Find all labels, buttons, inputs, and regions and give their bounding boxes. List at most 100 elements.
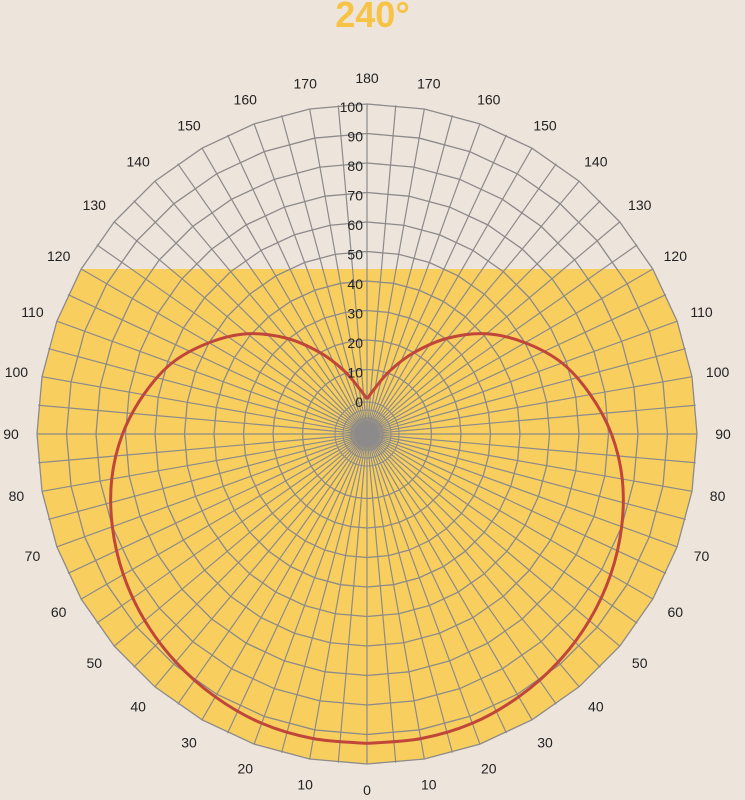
label-layer: 0 101020203030404050506060707080809090100… — [3, 70, 731, 798]
angle-label-left-40: 40 — [130, 699, 146, 715]
angle-label-right-130: 130 — [628, 197, 652, 213]
grid-spoke-l-175 — [337, 105, 368, 431]
grid-spoke-r-75 — [370, 434, 686, 520]
chart-title: 240° — [335, 0, 410, 35]
grid-spoke-l-160 — [253, 123, 367, 431]
angle-label-right-120: 120 — [664, 248, 688, 264]
angle-label-right-110: 110 — [690, 304, 713, 320]
grid-spoke-l-105 — [48, 348, 364, 434]
grid-spoke-l-75 — [48, 434, 364, 520]
angle-label-right-180: 180 — [355, 70, 379, 86]
grid-spoke-r-120 — [370, 268, 654, 433]
grid-spoke-r-45 — [369, 436, 601, 668]
grid-spoke-l-85 — [38, 433, 364, 464]
angle-label-right-20: 20 — [481, 761, 497, 777]
grid-spoke-l-135 — [133, 200, 365, 432]
grid-spoke-r-175 — [366, 105, 397, 431]
angle-label-left-90: 90 — [3, 426, 19, 442]
center-hub — [362, 429, 372, 439]
radial-label-60: 60 — [347, 217, 363, 233]
grid-spoke-r-115 — [370, 293, 667, 433]
grid-spoke-l-5 — [337, 437, 368, 763]
angle-label-right-140: 140 — [584, 153, 608, 169]
grid-spoke-r-70 — [370, 434, 678, 548]
angle-label-right-160: 160 — [477, 91, 501, 107]
series-layer — [109, 332, 625, 745]
grid-spoke-r-150 — [368, 147, 533, 431]
radial-label-0: 0 — [355, 394, 363, 410]
grid-spoke-l-30 — [201, 437, 366, 721]
grid-spoke-r-25 — [368, 437, 508, 734]
angle-label-left-160: 160 — [234, 91, 258, 107]
radial-label-20: 20 — [347, 335, 363, 351]
grid-spoke-r-60 — [370, 435, 654, 600]
angle-label-left-120: 120 — [47, 248, 71, 264]
angle-label-left-150: 150 — [177, 118, 201, 134]
grid-spoke-l-130 — [113, 221, 365, 432]
angle-label-left-110: 110 — [21, 304, 44, 320]
grid-spoke-r-135 — [369, 200, 601, 432]
radial-label-80: 80 — [347, 158, 363, 174]
grid-spoke-l-100 — [41, 376, 364, 434]
radial-label-90: 90 — [347, 129, 363, 145]
radial-label-10: 10 — [347, 365, 363, 381]
grid-spoke-r-35 — [368, 436, 557, 705]
grid-spoke-r-85 — [370, 433, 696, 464]
grid-spoke-r-170 — [367, 108, 425, 431]
angle-label-right-50: 50 — [632, 655, 648, 671]
angle-label-left-20: 20 — [237, 761, 253, 777]
grid-spoke-r-140 — [369, 180, 580, 432]
angle-label-left-140: 140 — [126, 153, 150, 169]
angle-label-right-10: 10 — [421, 777, 437, 793]
angle-label-right-100: 100 — [706, 364, 730, 380]
grid-spoke-r-105 — [370, 348, 686, 434]
grid-layer — [36, 103, 698, 765]
grid-spoke-l-20 — [253, 437, 367, 745]
angle-label-right-80: 80 — [710, 488, 726, 504]
grid-spoke-l-150 — [201, 147, 366, 431]
grid-spoke-r-40 — [369, 436, 580, 688]
angle-label-right-170: 170 — [417, 75, 441, 91]
grid-spoke-r-160 — [367, 123, 481, 431]
grid-spoke-l-170 — [309, 108, 367, 431]
angle-label-left-60: 60 — [51, 604, 67, 620]
radial-label-30: 30 — [347, 306, 363, 322]
grid-spoke-l-140 — [154, 180, 365, 432]
series-0-curve-left — [109, 332, 369, 745]
radial-label-70: 70 — [347, 188, 363, 204]
angle-label-right-0: 0 — [363, 782, 371, 798]
series-0-curve-right — [365, 332, 625, 745]
angle-label-left-10: 10 — [297, 777, 313, 793]
grid-spoke-l-50 — [113, 436, 365, 647]
grid-spoke-r-145 — [368, 163, 557, 432]
grid-spoke-r-80 — [370, 434, 693, 492]
grid-spoke-l-10 — [309, 437, 367, 760]
grid-spoke-l-55 — [96, 435, 365, 624]
grid-spoke-l-40 — [154, 436, 365, 688]
grid-spoke-l-145 — [177, 163, 366, 432]
grid-spoke-l-120 — [80, 268, 364, 433]
grid-spoke-r-100 — [370, 376, 693, 434]
grid-spoke-l-45 — [133, 436, 365, 668]
grid-spoke-r-110 — [370, 320, 678, 434]
angle-label-right-40: 40 — [588, 699, 604, 715]
grid-spoke-l-70 — [56, 434, 364, 548]
grid-spoke-r-155 — [368, 134, 508, 431]
angle-label-left-50: 50 — [86, 655, 102, 671]
angle-label-left-30: 30 — [181, 734, 197, 750]
grid-spoke-r-95 — [370, 404, 696, 435]
angle-label-right-60: 60 — [668, 604, 684, 620]
grid-spoke-r-15 — [367, 437, 453, 753]
grid-spoke-l-15 — [281, 437, 367, 753]
grid-spoke-r-55 — [369, 435, 638, 624]
grid-spoke-l-35 — [177, 436, 366, 705]
grid-spoke-r-20 — [367, 437, 481, 745]
grid-spoke-l-25 — [226, 437, 366, 734]
grid-spoke-l-125 — [96, 244, 365, 433]
angle-label-left-130: 130 — [83, 197, 107, 213]
grid-spoke-r-5 — [366, 437, 397, 763]
angle-label-right-30: 30 — [537, 734, 553, 750]
angle-label-left-80: 80 — [9, 488, 25, 504]
grid-spoke-l-155 — [226, 134, 366, 431]
